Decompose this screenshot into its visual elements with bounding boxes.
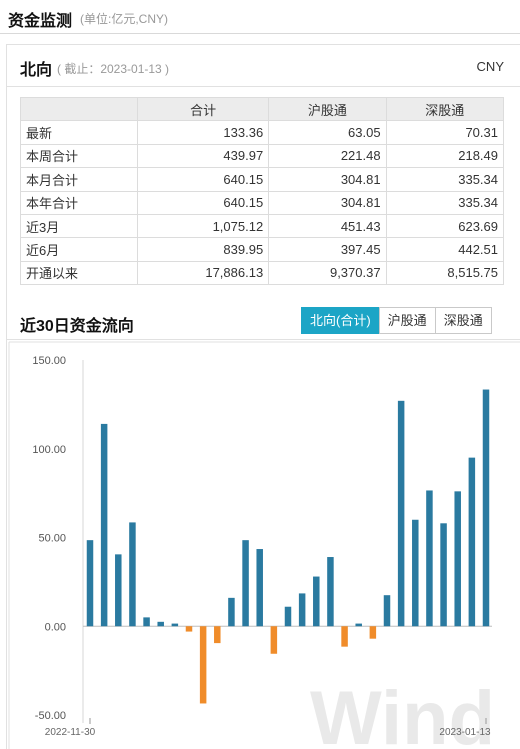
y-tick-label: 0.00 [45, 621, 66, 633]
flow-bar [369, 626, 377, 639]
flow-bar [327, 557, 334, 627]
flow-bar [313, 576, 320, 627]
flow-bar [270, 626, 278, 654]
sh-cell: 304.81 [268, 190, 387, 215]
row-label: 近6月 [20, 237, 138, 262]
y-tick-label: 100.00 [32, 444, 66, 456]
sz-cell: 335.34 [385, 167, 505, 192]
table-row: 开通以来 17,886.13 9,370.37 8,515.75 [20, 260, 505, 286]
panel-header: 北向 ( 截止：2023-01-13 ) CNY [7, 45, 520, 87]
section-divider [7, 339, 520, 340]
table-row: 本月合计 640.15 304.81 335.34 [20, 167, 505, 192]
chart-tab-group: 北向(合计) 沪股通 深股通 [301, 307, 492, 334]
sz-cell: 70.31 [385, 120, 505, 145]
row-label: 本月合计 [20, 167, 138, 192]
y-tick-label: -50.00 [35, 710, 66, 722]
flow-bar [454, 491, 461, 627]
sh-cell: 304.81 [268, 167, 387, 192]
unit-label: (单位:亿元,CNY) [80, 12, 168, 26]
sh-cell: 451.43 [268, 213, 387, 239]
flow-bar [468, 457, 476, 627]
tab-shenzhen-connect[interactable]: 深股通 [434, 307, 492, 334]
total-cell: 839.95 [136, 237, 270, 262]
flow-bar [171, 623, 179, 627]
flow-bar [397, 400, 405, 627]
sz-cell: 8,515.75 [385, 260, 505, 286]
row-label: 近3月 [20, 213, 138, 239]
table-row: 近6月 839.95 397.45 442.51 [20, 237, 505, 262]
sz-cell: 335.34 [385, 190, 505, 215]
total-cell: 640.15 [136, 167, 270, 192]
wind-watermark: Wind [310, 676, 495, 749]
sz-cell: 442.51 [385, 237, 505, 262]
sz-cell: 218.49 [385, 143, 505, 169]
row-label: 开通以来 [20, 260, 138, 286]
row-label: 本周合计 [20, 143, 138, 169]
flow-bar [115, 554, 122, 627]
flow-bar [242, 540, 249, 627]
table-row: 本周合计 439.97 221.48 218.49 [20, 143, 505, 169]
flow-bar [256, 549, 263, 627]
x-start-label: 2022-11-30 [45, 727, 96, 738]
row-label: 本年合计 [20, 190, 138, 215]
flow-bar [129, 522, 136, 627]
page-title: 资金监测 [8, 13, 73, 30]
column-header-total: 合计 [136, 96, 270, 122]
table-row: 近3月 1,075.12 451.43 623.69 [20, 213, 505, 239]
y-tick-label: 150.00 [32, 355, 66, 367]
total-cell: 1,075.12 [136, 213, 270, 239]
top-bar: 资金监测 (单位:亿元,CNY) [0, 0, 520, 34]
flow-bar [143, 617, 150, 627]
panel-title: 北向 [20, 62, 53, 79]
flow-bar [199, 626, 207, 704]
currency-label: CNY [476, 59, 504, 74]
flow-bar [228, 597, 235, 627]
total-cell: 439.97 [136, 143, 270, 169]
flow-bar [383, 595, 391, 627]
row-label: 最新 [20, 120, 138, 145]
flow-bar [341, 626, 348, 647]
column-header-sh: 沪股通 [268, 96, 387, 122]
total-cell: 640.15 [136, 190, 270, 215]
total-cell: 133.36 [136, 120, 270, 145]
flow-bar [86, 540, 94, 627]
flow-bar [440, 523, 447, 627]
flow-summary-table: 合计 沪股通 深股通 最新 133.36 63.05 70.31 本周合计 43… [20, 96, 505, 286]
flow-bar [284, 606, 292, 627]
flow-bar [482, 389, 490, 627]
flow-chart-title: 近30日资金流向 [20, 318, 134, 335]
table-row: 最新 133.36 63.05 70.31 [20, 120, 505, 145]
flow-bar [355, 623, 362, 627]
daily-flow-chart: Wind 150.00 100.00 50.00 0.00 -50.00 2022-11-3… [8, 341, 520, 749]
column-header-blank [20, 96, 138, 122]
tab-shanghai-connect[interactable]: 沪股通 [378, 307, 436, 334]
x-end-label: 2023-01-13 [439, 727, 491, 738]
table-header-row: 合计 沪股通 深股通 [20, 96, 505, 122]
flow-bar [426, 490, 433, 627]
flow-bar [298, 593, 306, 627]
sh-cell: 63.05 [268, 120, 387, 145]
table-row: 本年合计 640.15 304.81 335.34 [20, 190, 505, 215]
sz-cell: 623.69 [385, 213, 505, 239]
column-header-sz: 深股通 [385, 96, 505, 122]
flow-bar [157, 621, 164, 627]
flow-bar [185, 626, 193, 632]
flow-bar [100, 423, 108, 627]
sh-cell: 221.48 [268, 143, 387, 169]
sh-cell: 397.45 [268, 237, 387, 262]
flow-bar [214, 626, 221, 644]
tab-northbound-total[interactable]: 北向(合计) [301, 307, 380, 334]
y-tick-label: 50.00 [38, 533, 66, 545]
northbound-panel: 北向 ( 截止：2023-01-13 ) CNY 合计 沪股通 深股通 最新 1… [6, 44, 520, 749]
sh-cell: 9,370.37 [268, 260, 387, 286]
as-of-date: ( 截止：2023-01-13 ) [57, 62, 170, 76]
total-cell: 17,886.13 [136, 260, 270, 286]
flow-bar [412, 519, 419, 627]
